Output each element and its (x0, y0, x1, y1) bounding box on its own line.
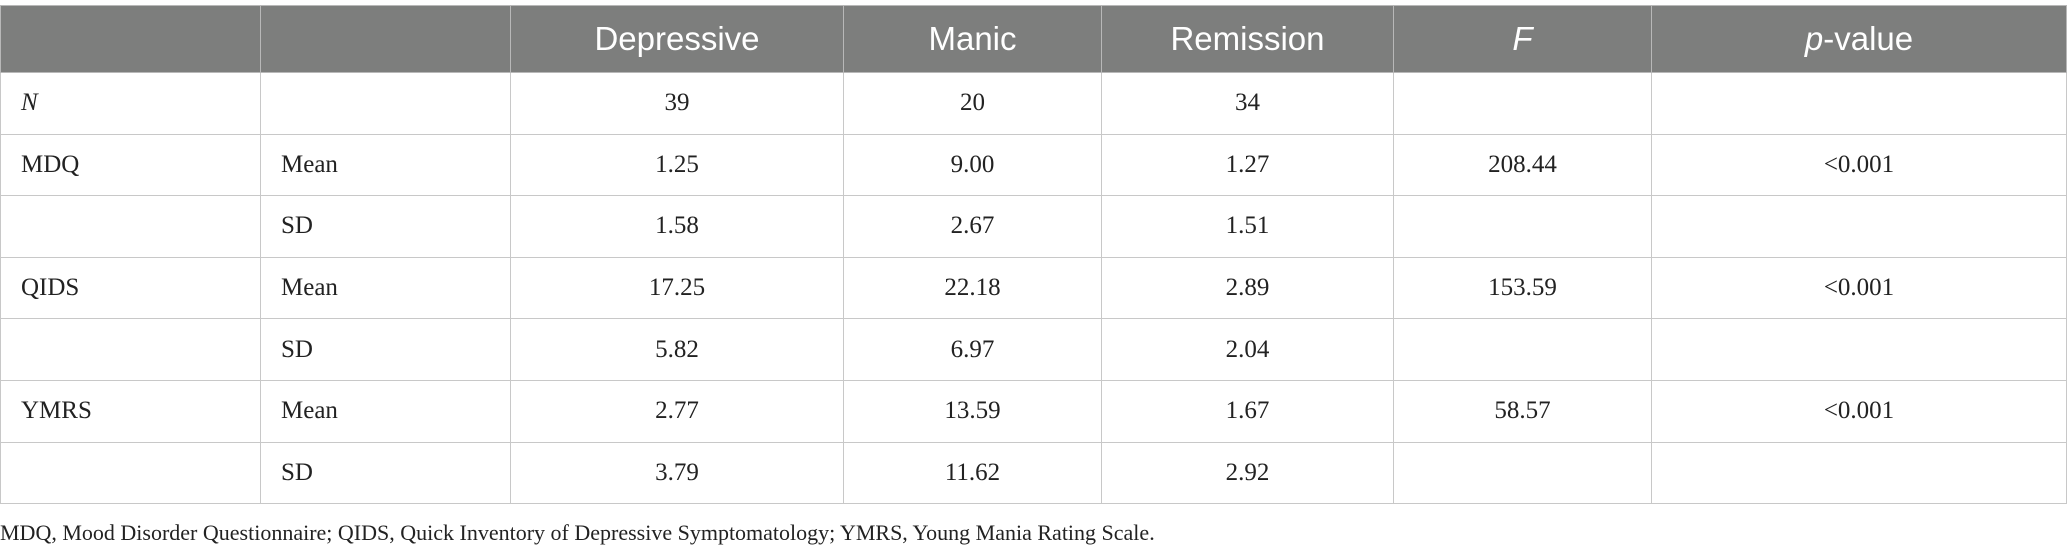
row-label (0, 441, 261, 505)
header-remission: Remission (1101, 5, 1394, 73)
manic-value: 6.97 (843, 318, 1102, 381)
p-value: <0.001 (1651, 133, 2067, 197)
remission-value: 1.67 (1101, 379, 1394, 443)
header-p-value: p-value (1651, 5, 2067, 73)
remission-value: 2.04 (1101, 318, 1394, 381)
depressive-value: 1.25 (510, 133, 844, 197)
manic-value: 11.62 (843, 441, 1102, 505)
p-value (1651, 441, 2067, 505)
header-p-letter: p (1804, 20, 1824, 57)
row-label (0, 318, 261, 381)
header-row: Depressive Manic Remission F p-value (0, 5, 2067, 73)
row-label (0, 195, 261, 258)
table-row: N 39 20 34 (0, 72, 2067, 135)
data-table: Depressive Manic Remission F p-value N 3… (0, 5, 2067, 505)
table-row: SD 1.58 2.67 1.51 (0, 195, 2067, 258)
stat-label: SD (260, 195, 511, 258)
table-row: MDQ Mean 1.25 9.00 1.27 208.44 <0.001 (0, 133, 2067, 197)
manic-value: 22.18 (843, 256, 1102, 320)
stat-label: SD (260, 318, 511, 381)
remission-value: 1.27 (1101, 133, 1394, 197)
row-label: QIDS (0, 256, 261, 320)
p-value (1651, 195, 2067, 258)
table-row: SD 5.82 6.97 2.04 (0, 318, 2067, 381)
depressive-value: 1.58 (510, 195, 844, 258)
manic-value: 20 (843, 72, 1102, 135)
table-footnote: MDQ, Mood Disorder Questionnaire; QIDS, … (0, 520, 1155, 545)
stat-label: Mean (260, 379, 511, 443)
depressive-value: 3.79 (510, 441, 844, 505)
table-row: YMRS Mean 2.77 13.59 1.67 58.57 <0.001 (0, 379, 2067, 443)
p-value: <0.001 (1651, 256, 2067, 320)
f-value (1393, 72, 1652, 135)
f-value (1393, 195, 1652, 258)
header-cell-empty-2 (260, 5, 511, 73)
header-manic: Manic (843, 5, 1102, 73)
f-value: 58.57 (1393, 379, 1652, 443)
row-label: YMRS (0, 379, 261, 443)
row-label: MDQ (0, 133, 261, 197)
remission-value: 34 (1101, 72, 1394, 135)
depressive-value: 5.82 (510, 318, 844, 381)
row-label: N (0, 72, 261, 135)
remission-value: 2.92 (1101, 441, 1394, 505)
header-p-suffix: -value (1823, 20, 1914, 57)
stat-label (260, 72, 511, 135)
header-f: F (1393, 5, 1652, 73)
header-depressive: Depressive (510, 5, 844, 73)
p-value: <0.001 (1651, 379, 2067, 443)
depressive-value: 2.77 (510, 379, 844, 443)
data-table-container: Depressive Manic Remission F p-value N 3… (0, 5, 2067, 505)
f-value: 208.44 (1393, 133, 1652, 197)
manic-value: 2.67 (843, 195, 1102, 258)
p-value (1651, 318, 2067, 381)
f-value (1393, 441, 1652, 505)
f-value: 153.59 (1393, 256, 1652, 320)
manic-value: 13.59 (843, 379, 1102, 443)
stat-label: SD (260, 441, 511, 505)
remission-value: 1.51 (1101, 195, 1394, 258)
p-value (1651, 72, 2067, 135)
manic-value: 9.00 (843, 133, 1102, 197)
table-row: QIDS Mean 17.25 22.18 2.89 153.59 <0.001 (0, 256, 2067, 320)
remission-value: 2.89 (1101, 256, 1394, 320)
header-cell-empty-1 (0, 5, 261, 73)
stat-label: Mean (260, 133, 511, 197)
depressive-value: 39 (510, 72, 844, 135)
stat-label: Mean (260, 256, 511, 320)
f-value (1393, 318, 1652, 381)
depressive-value: 17.25 (510, 256, 844, 320)
table-row: SD 3.79 11.62 2.92 (0, 441, 2067, 505)
